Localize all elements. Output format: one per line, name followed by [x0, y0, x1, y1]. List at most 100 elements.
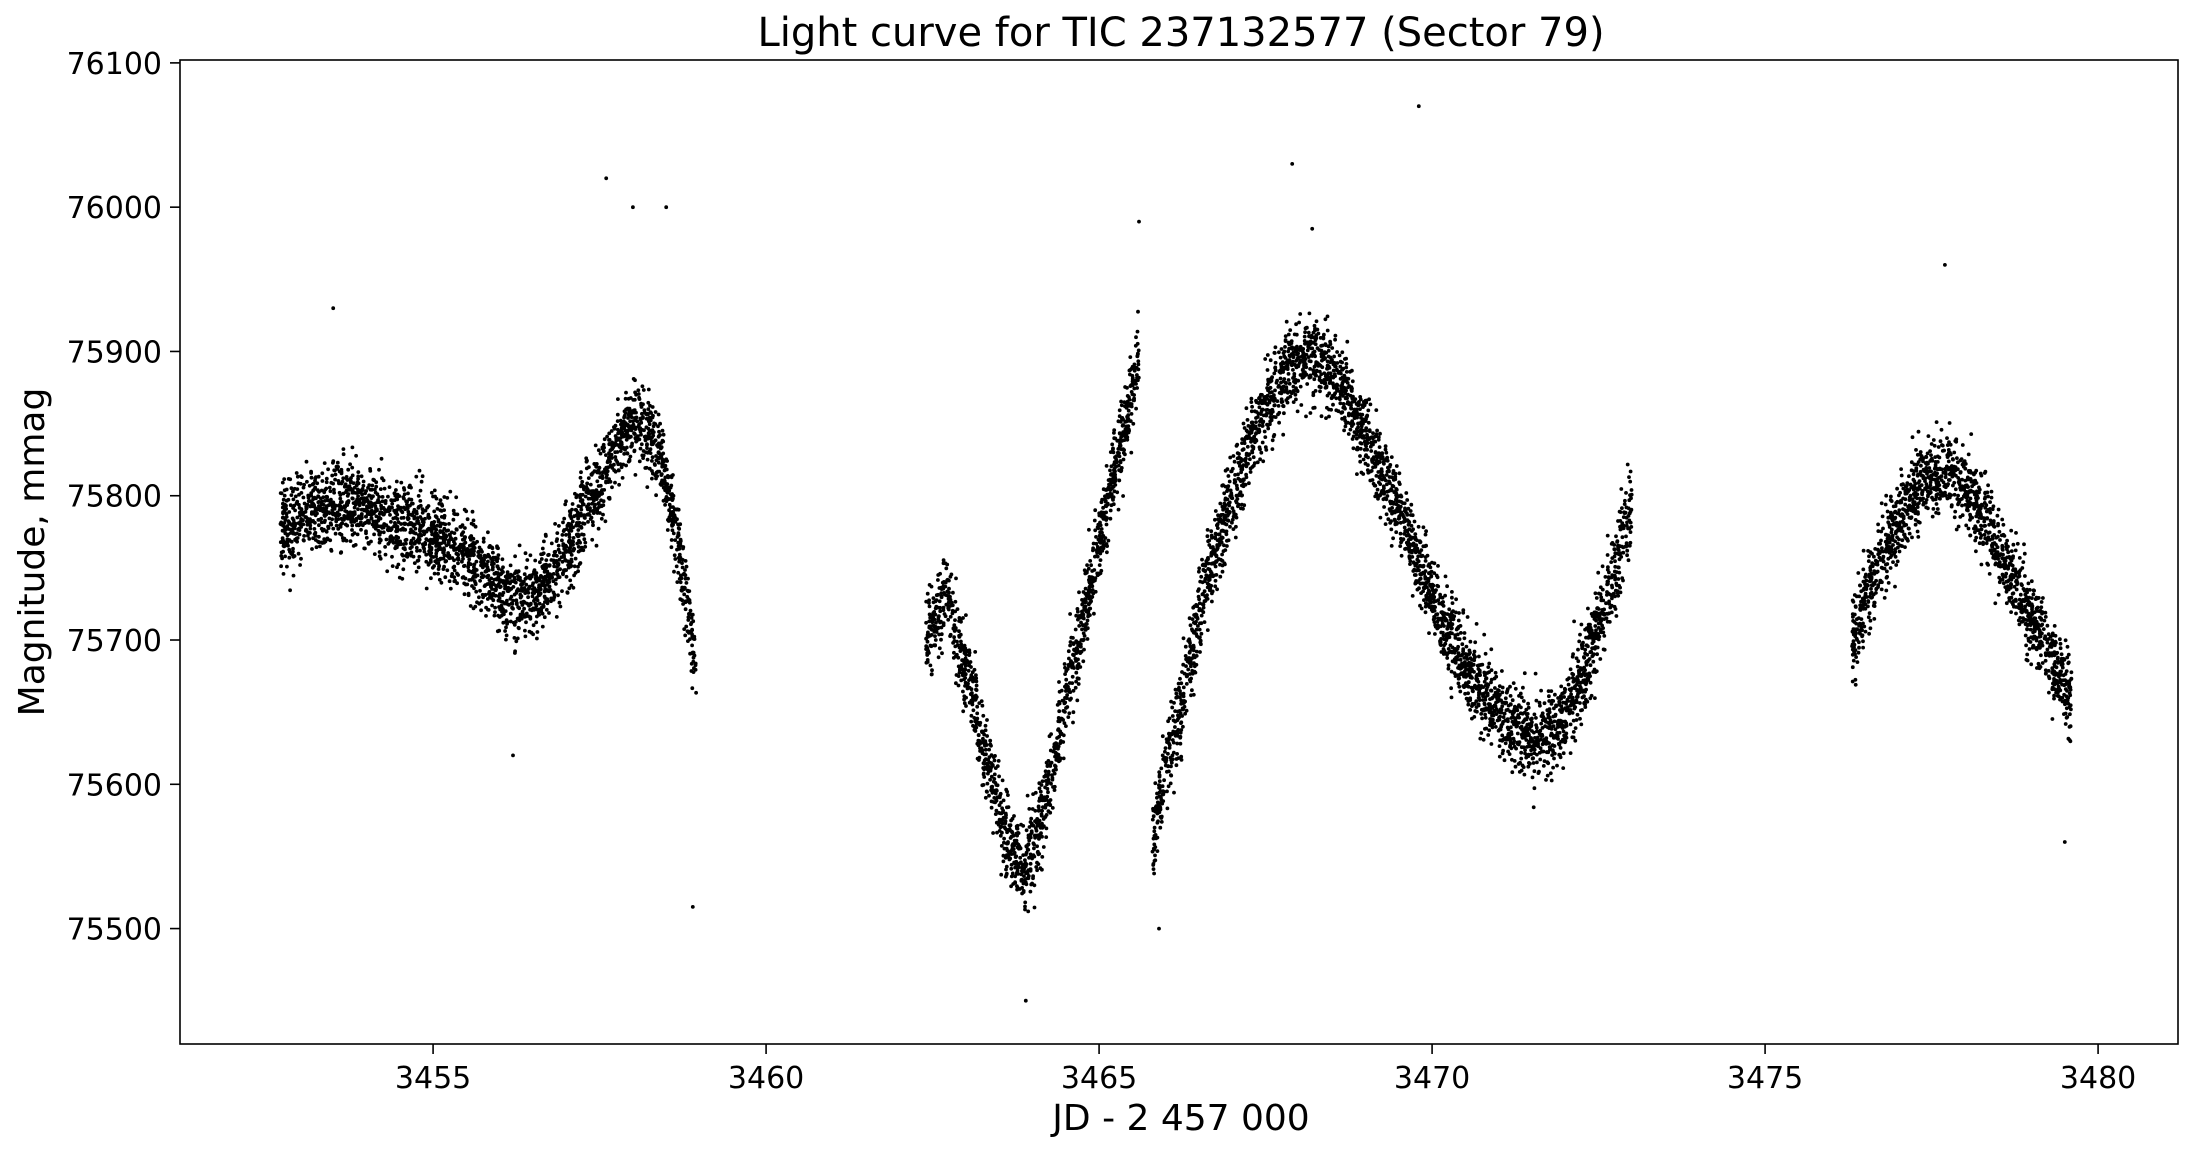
data-point — [409, 485, 413, 490]
data-point — [425, 505, 429, 510]
data-point — [546, 553, 550, 557]
data-point — [612, 462, 616, 467]
data-point — [287, 520, 291, 525]
data-point — [291, 489, 295, 494]
data-point — [670, 528, 675, 533]
data-point — [441, 534, 446, 539]
data-point — [1021, 881, 1026, 886]
data-point — [604, 469, 608, 473]
data-point — [1225, 489, 1229, 493]
data-point — [319, 520, 324, 525]
data-point — [976, 733, 981, 737]
data-point — [932, 643, 936, 648]
data-point — [1286, 372, 1291, 376]
data-point — [1605, 553, 1610, 557]
data-point — [1602, 634, 1607, 638]
data-point — [583, 494, 588, 499]
data-point — [610, 485, 614, 490]
data-point — [980, 703, 985, 708]
data-point — [578, 561, 583, 565]
data-point — [1033, 835, 1037, 840]
data-point — [1337, 353, 1342, 358]
data-point — [1099, 500, 1104, 505]
data-point — [537, 609, 542, 613]
data-point — [1019, 822, 1023, 827]
data-point — [1132, 362, 1137, 367]
data-point — [432, 571, 437, 576]
data-point — [1077, 624, 1082, 628]
data-point — [468, 535, 473, 539]
data-point — [429, 547, 434, 552]
data-point — [660, 428, 665, 433]
data-point — [1126, 408, 1131, 413]
data-point — [562, 545, 567, 549]
data-point — [1213, 564, 1218, 569]
data-point — [555, 537, 559, 542]
data-point — [357, 497, 362, 502]
data-point — [1076, 676, 1081, 681]
data-point — [306, 499, 311, 503]
data-point — [1489, 647, 1494, 652]
data-point — [1100, 530, 1104, 535]
data-point — [280, 528, 285, 533]
data-point — [649, 411, 653, 415]
data-point — [1213, 584, 1218, 589]
data-point — [683, 559, 688, 563]
data-point — [305, 479, 309, 484]
data-point — [372, 532, 376, 537]
data-point — [570, 543, 574, 547]
data-point — [477, 545, 482, 550]
data-point — [443, 575, 448, 580]
data-point — [994, 783, 999, 787]
data-point — [1032, 846, 1036, 851]
data-point — [524, 582, 529, 587]
data-point — [560, 589, 564, 593]
data-point — [418, 488, 423, 493]
data-point — [658, 433, 662, 437]
data-point — [1276, 404, 1281, 408]
data-point — [370, 512, 374, 517]
data-point — [974, 697, 978, 701]
data-point — [317, 523, 321, 528]
data-point — [472, 586, 476, 591]
data-point — [1041, 805, 1045, 809]
data-point — [1039, 793, 1044, 798]
data-point — [588, 482, 593, 487]
data-point — [598, 483, 603, 488]
data-point — [1625, 548, 1630, 553]
data-point — [336, 513, 341, 518]
data-point — [387, 505, 392, 509]
data-point — [287, 547, 292, 552]
data-point — [466, 560, 471, 565]
data-point — [412, 561, 417, 565]
data-point — [481, 539, 486, 544]
data-point — [1405, 498, 1410, 502]
data-point — [324, 486, 329, 491]
data-point — [523, 577, 528, 581]
data-point — [615, 443, 620, 447]
data-point — [523, 551, 528, 556]
data-point — [567, 586, 572, 591]
data-point — [535, 636, 539, 641]
data-point — [324, 495, 329, 500]
data-point — [301, 518, 305, 523]
data-point — [511, 598, 516, 603]
data-point — [1001, 853, 1006, 858]
data-point — [1383, 447, 1388, 452]
data-point — [479, 571, 484, 576]
data-point — [624, 407, 628, 412]
data-point — [616, 427, 620, 432]
data-point — [508, 611, 513, 616]
data-point — [1277, 350, 1281, 355]
data-point — [1055, 703, 1060, 707]
data-point — [338, 496, 343, 501]
data-point — [374, 484, 379, 489]
data-point — [673, 538, 678, 542]
data-point — [627, 406, 632, 411]
data-point — [1245, 418, 1250, 422]
data-point — [582, 515, 587, 520]
data-point — [927, 604, 932, 609]
data-point — [330, 517, 334, 522]
data-point — [1366, 420, 1371, 425]
data-point — [286, 477, 291, 481]
